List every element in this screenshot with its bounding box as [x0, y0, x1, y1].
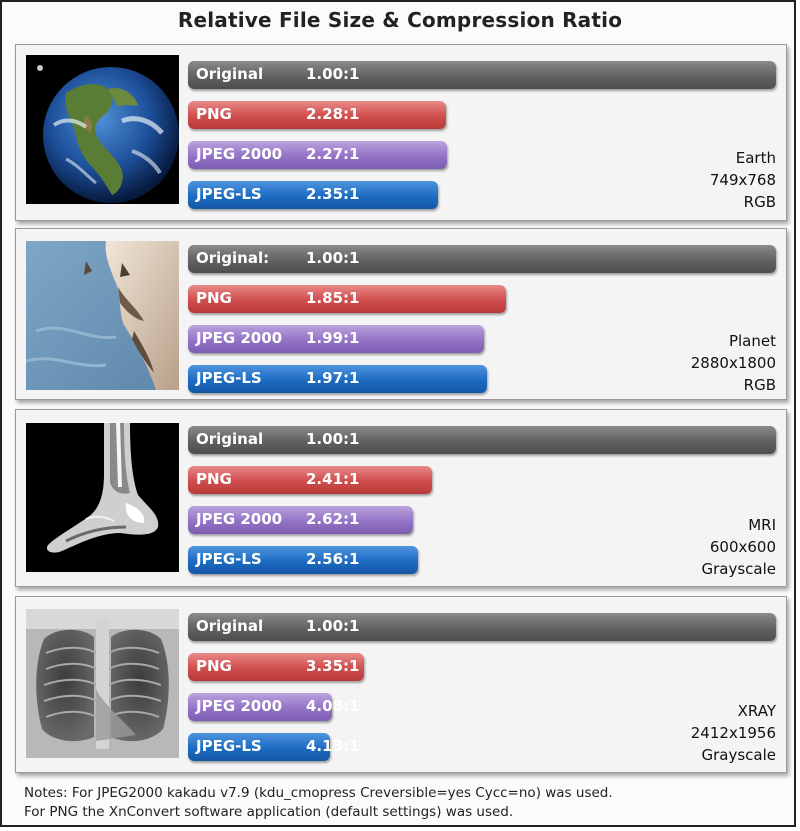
bar-ratio-label: 1.00:1 — [306, 249, 360, 267]
image-color-mode: Grayscale — [701, 746, 776, 764]
bar-format-label: PNG — [196, 657, 232, 675]
bar-png: PNG 1.85:1 — [188, 285, 506, 313]
image-info: MRI 600x600 Grayscale — [701, 514, 776, 580]
bar-format-label: PNG — [196, 105, 232, 123]
note-line: Notes: For JPEG2000 kakadu v7.9 (kdu_cmo… — [24, 785, 613, 801]
bar-format-label: PNG — [196, 289, 232, 307]
bar-ratio-label: 1.00:1 — [306, 617, 360, 635]
image-name: XRAY — [737, 702, 776, 720]
bar-jpegls: JPEG-LS 1.97:1 — [188, 365, 487, 393]
bar-format-label: JPEG 2000 — [196, 510, 283, 528]
bar-png: PNG 2.41:1 — [188, 466, 432, 494]
bar-format-label: JPEG-LS — [196, 550, 262, 568]
image-info: Planet 2880x1800 RGB — [691, 330, 776, 396]
image-name: MRI — [748, 516, 776, 534]
notes: Notes: For JPEG2000 kakadu v7.9 (kdu_cmo… — [24, 784, 613, 822]
bar-format-label: PNG — [196, 470, 232, 488]
image-info: Earth 749x768 RGB — [710, 147, 776, 213]
bar-ratio-label: 1.00:1 — [306, 430, 360, 448]
note-line: For PNG the XnConvert software applicati… — [24, 804, 514, 820]
bar-format-label: JPEG-LS — [196, 185, 262, 203]
image-color-mode: Grayscale — [701, 560, 776, 578]
bar-original: Original 1.00:1 — [188, 426, 776, 454]
earth-image — [26, 55, 179, 204]
bar-ratio-label: 2.28:1 — [306, 105, 360, 123]
chart-title: Relative File Size & Compression Ratio — [177, 8, 623, 32]
bar-jpeg2000: JPEG 2000 4.08:1 — [188, 693, 359, 721]
bar-png: PNG 3.35:1 — [188, 653, 364, 681]
bar-ratio-label: 2.35:1 — [306, 185, 360, 203]
image-dimensions: 2412x1956 — [690, 724, 776, 742]
image-info: XRAY 2412x1956 Grayscale — [691, 700, 776, 766]
bar-format-label: JPEG-LS — [196, 369, 262, 387]
chest-xray-image — [26, 609, 179, 758]
panel-mri: MRI 600x600 Grayscale Original 1.00:1 PNG 2… — [15, 409, 787, 587]
bar-jpeg2000: JPEG 2000 2.27:1 — [188, 141, 447, 169]
bar-ratio-label: 2.62:1 — [306, 510, 360, 528]
image-dimensions: 600x600 — [709, 538, 776, 556]
image-color-mode: RGB — [743, 376, 776, 394]
bar-jpegls: JPEG-LS 2.35:1 — [188, 181, 438, 209]
bar-ratio-label: 4.08:1 — [306, 697, 360, 715]
bar-jpegls: JPEG-LS 4.13:1 — [188, 733, 359, 761]
bar-format-label: Original — [196, 430, 264, 448]
bar-ratio-label: 3.35:1 — [306, 657, 360, 675]
mri-foot-image — [26, 423, 179, 572]
bar-original: Original: 1.00:1 — [188, 245, 776, 273]
bar-format-label: Original — [196, 65, 264, 83]
bar-format-label: Original: — [196, 249, 270, 267]
bar-ratio-label: 2.27:1 — [306, 145, 360, 163]
bar-ratio-label: 1.85:1 — [306, 289, 360, 307]
bar-ratio-label: 2.41:1 — [306, 470, 360, 488]
bar-jpeg2000: JPEG 2000 2.62:1 — [188, 506, 413, 534]
bar-format-label: JPEG 2000 — [196, 697, 283, 715]
panel-earth: Earth 749x768 RGB Original 1.00:1 PNG 2.28:… — [15, 44, 787, 221]
image-dimensions: 2880x1800 — [690, 354, 776, 372]
bar-ratio-label: 4.13:1 — [306, 737, 360, 755]
bar-png: PNG 2.28:1 — [188, 101, 446, 129]
planet-surface-image — [26, 241, 179, 390]
image-color-mode: RGB — [743, 193, 776, 211]
bar-ratio-label: 1.00:1 — [306, 65, 360, 83]
bar-format-label: JPEG 2000 — [196, 329, 283, 347]
panel-xray: XRAY 2412x1956 Grayscale Original 1.00:1 P… — [15, 596, 787, 773]
bar-jpeg2000: JPEG 2000 1.99:1 — [188, 325, 484, 353]
bar-format-label: Original — [196, 617, 264, 635]
image-name: Planet — [728, 332, 776, 350]
bar-ratio-label: 2.56:1 — [306, 550, 360, 568]
panel-planet: Planet 2880x1800 RGB Original: 1.00:1 PNG 1… — [15, 228, 787, 400]
bar-original: Original 1.00:1 — [188, 61, 776, 89]
bar-ratio-label: 1.99:1 — [306, 329, 360, 347]
image-dimensions: 749x768 — [709, 171, 776, 189]
bar-format-label: JPEG-LS — [196, 737, 262, 755]
image-name: Earth — [735, 149, 776, 167]
bar-jpegls: JPEG-LS 2.56:1 — [188, 546, 418, 574]
bar-format-label: JPEG 2000 — [196, 145, 283, 163]
bar-ratio-label: 1.97:1 — [306, 369, 360, 387]
bar-original: Original 1.00:1 — [188, 613, 776, 641]
